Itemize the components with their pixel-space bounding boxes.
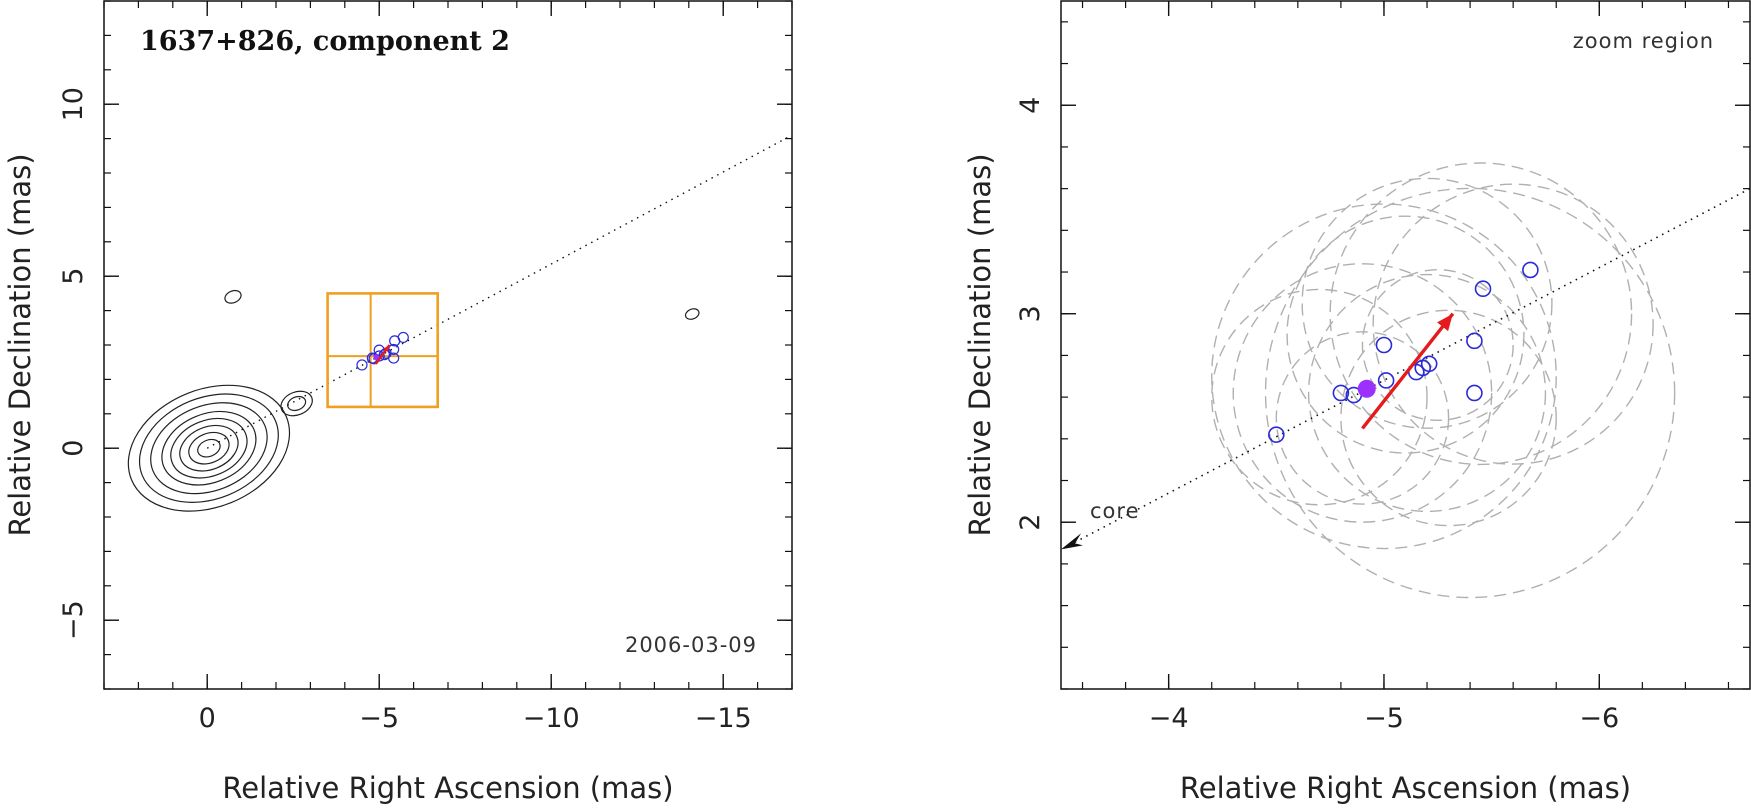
contour-line [287, 395, 307, 412]
uncertainty-circle [1286, 215, 1525, 454]
component-position-marker [1268, 426, 1285, 443]
left-x-tick-label: −10 [523, 703, 580, 734]
left-motion-arrow-head [383, 345, 390, 352]
uncertainty-circle [1372, 183, 1654, 465]
left-jet-axis [206, 134, 793, 449]
right-x-tick-label: −4 [1149, 703, 1189, 734]
left-y-tick-label: 5 [58, 268, 89, 285]
right-component-points [1268, 261, 1539, 443]
right-y-axis-label: Relative Declination (mas) [963, 153, 997, 536]
uncertainty-circle [1275, 331, 1450, 505]
right-y-tick-label: 3 [1015, 305, 1046, 322]
right-plot-frame [1060, 0, 1751, 690]
component-position-marker [1522, 261, 1539, 279]
component-position-marker [388, 352, 400, 364]
left-panel: 0 −5 −10 −15 −5 0 5 10 1637+826, component 2 20… [3, 0, 793, 805]
right-x-axis-label: Relative Right Ascension (mas) [1180, 771, 1631, 805]
right-ticks: −4 −5 −6 2 3 4 [1015, 1, 1750, 734]
component-position-marker [1420, 355, 1438, 373]
contour-line [280, 390, 313, 417]
left-motion-vector [374, 344, 391, 365]
component-position-marker [1466, 332, 1483, 350]
core-direction-arrowhead [1061, 533, 1083, 550]
uncertainty-circle [1307, 273, 1547, 513]
right-jet-axis [1061, 187, 1751, 550]
left-plot-title: 1637+826, component 2 [140, 26, 510, 57]
right-panel: −4 −5 −6 2 3 4 zoom region core Relative Righ… [963, 0, 1751, 805]
left-contours [127, 289, 700, 512]
left-x-axis-label: Relative Right Ascension (mas) [222, 771, 673, 805]
component-position-marker [397, 331, 409, 344]
contour-line [150, 402, 268, 495]
uncertainty-circle [1211, 288, 1428, 506]
right-motion-arrow [1361, 312, 1455, 430]
uncertainty-circle [1264, 187, 1676, 599]
right-y-tick-label: 2 [1015, 514, 1046, 531]
right-x-tick-label: −6 [1579, 703, 1619, 734]
component-position-marker [1466, 384, 1483, 402]
contour-line [170, 417, 248, 479]
uncertainty-circle [1232, 263, 1493, 523]
left-y-axis-label: Relative Declination (mas) [3, 153, 37, 536]
left-ticks: 0 −5 −10 −15 −5 0 5 10 [58, 0, 793, 734]
right-y-tick-label: 4 [1015, 97, 1046, 114]
uncertainty-circle [1211, 203, 1557, 550]
component-position-marker [1332, 384, 1350, 402]
left-x-tick-label: −5 [359, 703, 399, 734]
uncertainty-circle [1329, 162, 1633, 466]
left-x-tick-label: −15 [695, 703, 752, 734]
contour-line [188, 431, 230, 465]
right-uncertainty-circles [1211, 162, 1676, 599]
observation-date-label: 2006-03-09 [625, 633, 757, 657]
component-position-marker [388, 343, 400, 356]
component-position-marker [1375, 336, 1393, 354]
component-position-marker [1377, 372, 1395, 389]
right-motion-arrow-head [1437, 313, 1453, 332]
component-position-marker [1474, 280, 1492, 298]
uncertainty-circle [1361, 268, 1514, 422]
contour-line [179, 424, 239, 472]
left-y-tick-label: −5 [58, 600, 89, 640]
contour-line [161, 410, 257, 486]
left-plot-frame [103, 0, 793, 690]
contour-line [224, 289, 242, 304]
contour-line [684, 308, 700, 320]
contour-line [197, 438, 221, 458]
zoom-region-box [326, 292, 439, 409]
left-y-tick-label: 0 [58, 440, 89, 457]
uncertainty-circle [1340, 309, 1557, 527]
contour-line [127, 384, 291, 512]
reference-position-marker [1357, 379, 1376, 398]
zoom-region-label: zoom region [1573, 29, 1714, 53]
left-component-points [356, 331, 409, 371]
left-y-tick-label: 10 [58, 87, 89, 121]
right-motion-vector [1361, 312, 1455, 430]
uncertainty-circle [1301, 177, 1553, 429]
contour-line [138, 393, 279, 503]
core-direction-label: core [1090, 499, 1140, 523]
right-x-tick-label: −5 [1364, 703, 1404, 734]
jet-axis-line [206, 134, 793, 449]
left-x-tick-label: 0 [199, 703, 216, 734]
component-position-marker [356, 359, 368, 371]
